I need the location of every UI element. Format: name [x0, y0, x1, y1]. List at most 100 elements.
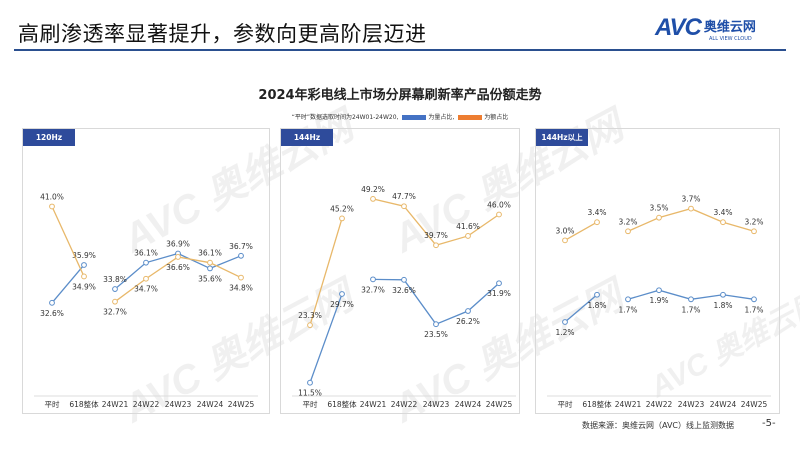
data-label: 36.9%	[166, 240, 190, 249]
data-point-value	[433, 242, 439, 249]
data-point-value	[401, 203, 407, 210]
data-point-volume	[401, 276, 407, 283]
legend-volume-label: 为量占比,	[428, 114, 455, 121]
x-tick-label: 24W22	[391, 400, 418, 409]
x-tick-label: 24W23	[423, 400, 450, 409]
avc-logo: AVC 奥维云网 ALL VIEW CLOUD	[655, 14, 756, 42]
data-point-value	[175, 254, 181, 260]
legend: “平时”数据选取时间为24W01-24W20, 为量占比, 为额占比	[0, 112, 800, 121]
data-point-value	[307, 322, 313, 329]
data-point-value	[496, 211, 502, 218]
x-tick-label: 24W24	[710, 400, 737, 409]
data-label: 32.6%	[40, 309, 64, 318]
data-point-volume	[465, 308, 471, 314]
data-label: 1.7%	[744, 305, 763, 314]
logo-cn: 奥维云网	[703, 20, 756, 35]
data-label: 39.7%	[424, 231, 448, 240]
x-tick-label: 24W21	[615, 400, 642, 409]
data-point-value	[112, 298, 118, 305]
data-point-volume	[81, 262, 87, 268]
data-label: 3.5%	[649, 204, 668, 213]
series-line-value	[627, 207, 755, 232]
data-point-volume	[112, 286, 118, 292]
data-label: 3.7%	[681, 195, 700, 204]
series-line-value	[51, 206, 85, 277]
logo-en: ALL VIEW CLOUD	[709, 36, 752, 42]
data-label: 3.2%	[618, 217, 637, 226]
data-label: 1.9%	[649, 296, 668, 305]
data-point-value	[339, 215, 345, 222]
data-label: 36.1%	[198, 249, 222, 258]
x-tick-label: 618整体	[582, 399, 612, 409]
data-label: 23.3%	[298, 311, 322, 320]
data-point-value	[207, 259, 213, 266]
data-point-value	[751, 228, 757, 235]
x-tick-label: 618整体	[69, 399, 99, 409]
panel-tag: 120Hz	[23, 129, 75, 146]
x-tick-label: 24W24	[197, 400, 224, 409]
title-divider	[14, 49, 786, 51]
data-label: 1.8%	[587, 301, 606, 310]
x-tick-label: 24W25	[486, 400, 513, 409]
data-point-value	[720, 219, 726, 226]
data-point-volume	[688, 296, 694, 303]
x-tick-label: 24W25	[228, 400, 255, 409]
data-label: 1.7%	[618, 305, 637, 314]
x-tick-label: 24W25	[741, 400, 768, 409]
data-label: 35.9%	[72, 251, 96, 260]
x-tick-label: 24W21	[360, 400, 387, 409]
data-label: 3.2%	[744, 217, 763, 226]
data-point-volume	[625, 296, 631, 303]
data-label: 49.2%	[361, 185, 385, 194]
legend-note: “平时”数据选取时间为24W01-24W20,	[291, 114, 399, 121]
series-line-value	[564, 221, 598, 241]
data-source: 数据来源：奥维云网（AVC）线上监测数据	[582, 421, 735, 430]
data-label: 1.8%	[713, 301, 732, 310]
data-point-volume	[307, 379, 313, 386]
data-label: 35.6%	[198, 274, 222, 283]
data-point-volume	[49, 299, 55, 306]
data-label: 29.7%	[330, 300, 354, 309]
data-label: 31.9%	[487, 289, 511, 298]
x-tick-label: 平时	[45, 399, 60, 409]
data-point-volume	[720, 291, 726, 298]
x-tick-label: 平时	[558, 399, 573, 409]
data-point-volume	[656, 287, 662, 294]
data-label: 36.1%	[134, 249, 158, 258]
data-point-value	[370, 196, 376, 202]
data-point-value	[656, 214, 662, 221]
data-label: 32.7%	[103, 308, 127, 317]
panel-120hz: 120Hz	[22, 128, 270, 414]
data-point-value	[625, 228, 631, 235]
x-tick-label: 24W22	[133, 400, 160, 409]
data-point-value	[594, 219, 600, 226]
x-tick-label: 24W23	[165, 400, 192, 409]
data-point-volume	[562, 319, 568, 325]
data-label: 32.7%	[361, 285, 385, 294]
data-point-volume	[339, 291, 345, 297]
data-point-value	[81, 273, 87, 280]
data-label: 3.4%	[713, 208, 732, 217]
data-label: 45.2%	[330, 204, 354, 213]
data-point-value	[49, 203, 55, 210]
page-number: -5-	[762, 418, 776, 429]
x-tick-label: 24W23	[678, 400, 705, 409]
x-tick-label: 平时	[303, 399, 318, 409]
series-line-volume	[309, 293, 343, 383]
panel-tag: 144Hz	[281, 129, 333, 146]
data-point-volume	[238, 252, 244, 259]
data-label: 32.6%	[392, 286, 416, 295]
x-tick-label: 24W21	[102, 400, 129, 409]
panel-144hz: 144Hz	[280, 128, 520, 414]
data-point-volume	[594, 291, 600, 298]
data-point-volume	[433, 321, 439, 328]
legend-swatch-volume	[402, 115, 427, 120]
data-point-value	[465, 233, 471, 239]
data-label: 41.6%	[456, 222, 480, 231]
x-tick-label: 24W24	[455, 400, 482, 409]
data-point-volume	[370, 276, 376, 283]
panel-tag: 144Hz以上	[536, 129, 588, 146]
series-line-volume	[51, 264, 85, 304]
data-label: 36.6%	[166, 263, 190, 272]
